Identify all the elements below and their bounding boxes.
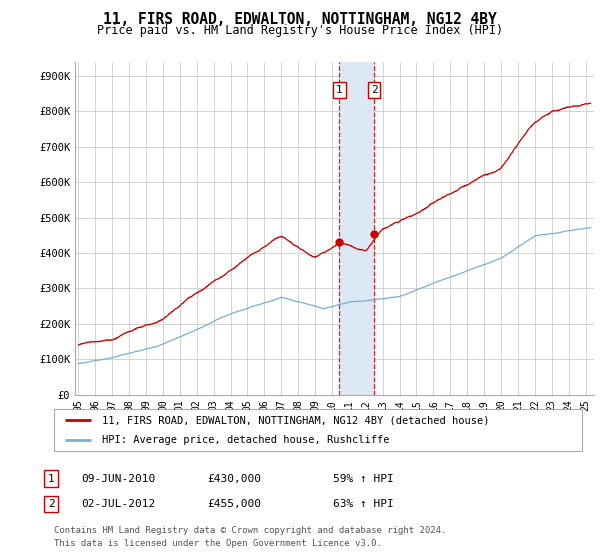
Text: Contains HM Land Registry data © Crown copyright and database right 2024.: Contains HM Land Registry data © Crown c… [54, 526, 446, 535]
FancyBboxPatch shape [54, 409, 582, 451]
Text: 11, FIRS ROAD, EDWALTON, NOTTINGHAM, NG12 4BY (detached house): 11, FIRS ROAD, EDWALTON, NOTTINGHAM, NG1… [101, 415, 489, 425]
Text: 2: 2 [47, 499, 55, 509]
Text: 1: 1 [336, 85, 343, 95]
Text: This data is licensed under the Open Government Licence v3.0.: This data is licensed under the Open Gov… [54, 539, 382, 548]
Text: HPI: Average price, detached house, Rushcliffe: HPI: Average price, detached house, Rush… [101, 435, 389, 445]
Text: 59% ↑ HPI: 59% ↑ HPI [333, 474, 394, 484]
Text: Price paid vs. HM Land Registry's House Price Index (HPI): Price paid vs. HM Land Registry's House … [97, 24, 503, 38]
Text: £430,000: £430,000 [207, 474, 261, 484]
Text: 2: 2 [371, 85, 377, 95]
Text: 11, FIRS ROAD, EDWALTON, NOTTINGHAM, NG12 4BY: 11, FIRS ROAD, EDWALTON, NOTTINGHAM, NG1… [103, 12, 497, 27]
Text: 02-JUL-2012: 02-JUL-2012 [81, 499, 155, 509]
Text: 1: 1 [47, 474, 55, 484]
Bar [340, 62, 374, 395]
Text: 63% ↑ HPI: 63% ↑ HPI [333, 499, 394, 509]
Text: 09-JUN-2010: 09-JUN-2010 [81, 474, 155, 484]
Text: £455,000: £455,000 [207, 499, 261, 509]
